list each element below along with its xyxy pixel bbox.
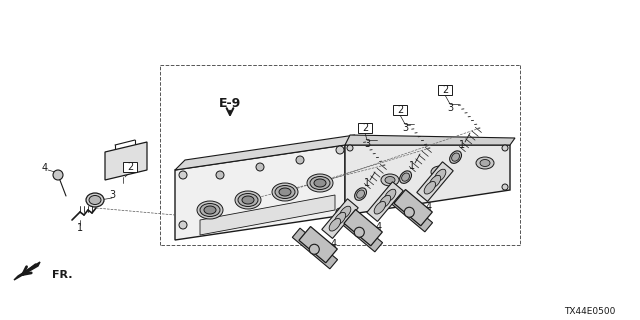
Ellipse shape (480, 159, 490, 166)
Ellipse shape (399, 171, 412, 183)
Ellipse shape (356, 190, 365, 198)
Text: 3: 3 (447, 103, 453, 113)
Circle shape (296, 156, 304, 164)
Polygon shape (299, 227, 337, 263)
Text: 1: 1 (77, 223, 83, 233)
Ellipse shape (242, 196, 254, 204)
Ellipse shape (339, 206, 351, 219)
Text: E-9: E-9 (219, 97, 241, 109)
Ellipse shape (307, 174, 333, 192)
Text: 1: 1 (459, 140, 465, 150)
Text: FR.: FR. (52, 270, 72, 280)
Ellipse shape (310, 177, 330, 189)
Ellipse shape (429, 175, 441, 188)
Polygon shape (387, 191, 433, 232)
Polygon shape (14, 262, 40, 280)
Circle shape (404, 207, 414, 217)
Text: 3: 3 (402, 123, 408, 133)
Circle shape (256, 163, 264, 171)
Ellipse shape (279, 188, 291, 196)
Circle shape (179, 221, 187, 229)
Polygon shape (200, 195, 335, 235)
Ellipse shape (89, 196, 101, 204)
Polygon shape (367, 182, 403, 221)
Polygon shape (417, 162, 453, 202)
Ellipse shape (238, 194, 258, 206)
Text: 2: 2 (362, 123, 368, 133)
Circle shape (216, 171, 224, 179)
Polygon shape (175, 135, 355, 170)
Ellipse shape (385, 189, 396, 202)
Text: 2: 2 (397, 105, 403, 115)
Ellipse shape (275, 186, 295, 198)
Polygon shape (345, 135, 515, 145)
Circle shape (347, 205, 353, 211)
Ellipse shape (272, 183, 298, 201)
Ellipse shape (435, 169, 446, 182)
Ellipse shape (235, 191, 261, 209)
Text: 3: 3 (109, 190, 115, 200)
Ellipse shape (197, 201, 223, 219)
Ellipse shape (334, 212, 346, 225)
Ellipse shape (435, 169, 445, 175)
Ellipse shape (431, 166, 449, 178)
Circle shape (336, 146, 344, 154)
Circle shape (336, 208, 344, 216)
Text: 2: 2 (442, 85, 448, 95)
Ellipse shape (450, 151, 461, 164)
Text: 2: 2 (127, 162, 133, 172)
Ellipse shape (402, 173, 410, 181)
Polygon shape (105, 142, 147, 180)
Circle shape (179, 171, 187, 179)
Bar (123, 162, 137, 172)
Ellipse shape (424, 181, 436, 194)
Text: 1: 1 (364, 178, 370, 188)
Ellipse shape (200, 204, 220, 217)
Text: 4: 4 (42, 163, 48, 173)
Ellipse shape (385, 177, 395, 183)
Text: 4: 4 (330, 239, 337, 249)
Polygon shape (345, 145, 510, 215)
Ellipse shape (204, 206, 216, 214)
Text: 4: 4 (375, 222, 381, 232)
Text: 3: 3 (364, 139, 370, 149)
Bar (438, 85, 452, 95)
Ellipse shape (355, 188, 367, 200)
Circle shape (355, 227, 364, 237)
Polygon shape (344, 210, 382, 246)
Ellipse shape (374, 202, 385, 214)
Polygon shape (337, 211, 383, 252)
Polygon shape (394, 189, 433, 226)
Bar (393, 105, 407, 115)
Bar (358, 123, 372, 133)
Circle shape (347, 145, 353, 151)
Text: TX44E0500: TX44E0500 (564, 307, 616, 316)
Ellipse shape (452, 153, 460, 161)
Ellipse shape (314, 179, 326, 187)
Text: 4: 4 (425, 202, 431, 212)
Polygon shape (292, 228, 337, 269)
Ellipse shape (86, 193, 104, 207)
Polygon shape (322, 199, 358, 238)
Ellipse shape (381, 174, 399, 186)
Ellipse shape (380, 195, 390, 208)
Polygon shape (175, 145, 345, 240)
Circle shape (502, 145, 508, 151)
Text: 1: 1 (409, 161, 415, 171)
Ellipse shape (329, 219, 340, 231)
Circle shape (53, 170, 63, 180)
Circle shape (309, 244, 319, 254)
Ellipse shape (476, 157, 494, 169)
Circle shape (502, 184, 508, 190)
